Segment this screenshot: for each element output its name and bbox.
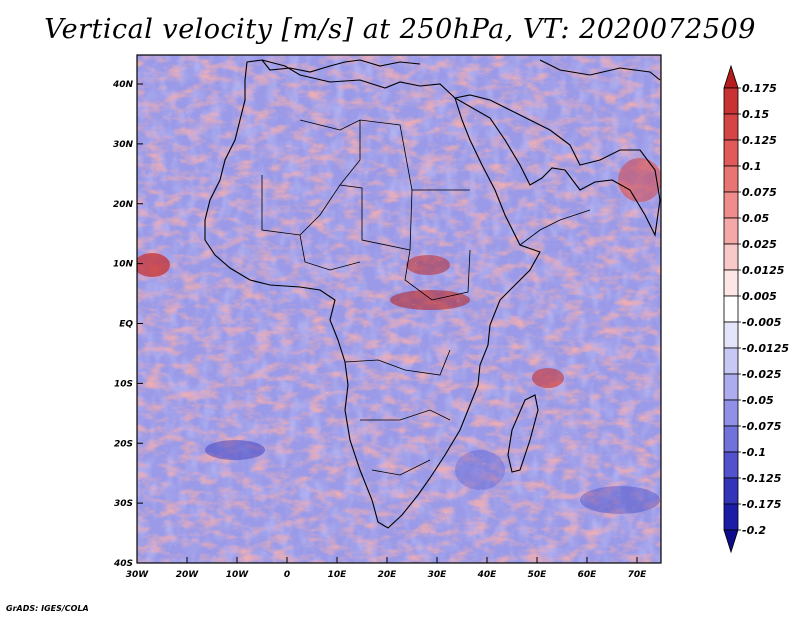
lon-label: 50E: [528, 570, 548, 580]
lon-label: 30E: [428, 570, 448, 580]
lon-label: 10E: [328, 570, 348, 580]
colorbar-label: 0.075: [742, 186, 777, 199]
velocity-field: [137, 55, 661, 563]
plot-frame: [136, 54, 662, 564]
colorbar-segment: [723, 321, 739, 349]
lat-label: 40N: [112, 80, 134, 90]
colorbar-label: -0.005: [742, 316, 782, 329]
colorbar-segment: [723, 503, 739, 531]
colorbar-segment: [723, 399, 739, 427]
lon-label: 40E: [477, 570, 498, 580]
lon-label: 30W: [126, 570, 150, 580]
lon-label: 20W: [176, 570, 200, 580]
lon-label: 60E: [578, 570, 598, 580]
colorbar-label: -0.2: [742, 524, 766, 537]
colorbar-label: -0.125: [742, 472, 782, 485]
colorbar-segment: [723, 269, 739, 297]
lon-label: 70E: [628, 570, 648, 580]
lat-label: 10S: [114, 379, 133, 389]
colorbar-max-arrow: [723, 64, 739, 89]
coastlines: [204, 59, 661, 529]
colorbar-label: 0.1: [742, 160, 762, 173]
colorbar-label: 0.05: [742, 212, 769, 225]
colorbar: 0.175 0.15 0.125 0.1 0.075 0.05 0.025 0.0125 0.0…: [723, 64, 789, 554]
colorbar-segment: [723, 139, 739, 167]
colorbar-label: 0.125: [742, 134, 777, 147]
colorbar-label: 0.15: [742, 108, 769, 121]
colorbar-segment: [723, 451, 739, 479]
colorbar-segment: [723, 165, 739, 193]
latitude-axis: 40N 30N 20N 10N EQ 10S 20S 30S 40S: [112, 80, 143, 569]
country-borders: [261, 119, 591, 476]
colorbar-label: 0.025: [742, 238, 777, 251]
lat-label: 30S: [114, 499, 133, 509]
lon-label: 0: [284, 570, 290, 580]
lat-label: 30N: [113, 140, 134, 150]
colorbar-label: -0.0125: [742, 342, 789, 355]
colorbar-min-arrow: [723, 529, 739, 554]
longitude-axis: 30W 20W 10W 0 10E 20E 30E 40E 50E 60E 70E: [126, 557, 647, 580]
colorbar-segment: [723, 295, 739, 323]
colorbar-segment: [723, 347, 739, 375]
grads-credit: GrADS: IGES/COLA: [6, 604, 89, 613]
colorbar-label: -0.05: [742, 394, 774, 407]
colorbar-segment: [723, 477, 739, 505]
colorbar-segment: [723, 113, 739, 141]
colorbar-segment: [723, 87, 739, 115]
lat-label: 40S: [113, 559, 133, 569]
lon-label: 10W: [226, 570, 250, 580]
lon-label: 20E: [378, 570, 398, 580]
colorbar-label: 0.005: [742, 290, 777, 303]
colorbar-segment: [723, 191, 739, 219]
colorbar-segment: [723, 373, 739, 401]
colorbar-label: 0.175: [742, 82, 777, 95]
lat-label: EQ: [119, 320, 133, 330]
lat-label: 20N: [113, 200, 134, 210]
colorbar-label: -0.1: [742, 446, 766, 459]
colorbar-segment: [723, 425, 739, 453]
colorbar-label: -0.025: [742, 368, 782, 381]
colorbar-label: -0.175: [742, 498, 782, 511]
map-title: Vertical velocity [m/s] at 250hPa, VT: 2…: [44, 14, 756, 45]
colorbar-segment: [723, 217, 739, 245]
colorbar-label: -0.075: [742, 420, 782, 433]
colorbar-segment: [723, 243, 739, 271]
lat-label: 20S: [114, 439, 133, 449]
colorbar-label: 0.0125: [742, 264, 785, 277]
lat-label: 10N: [113, 260, 134, 270]
